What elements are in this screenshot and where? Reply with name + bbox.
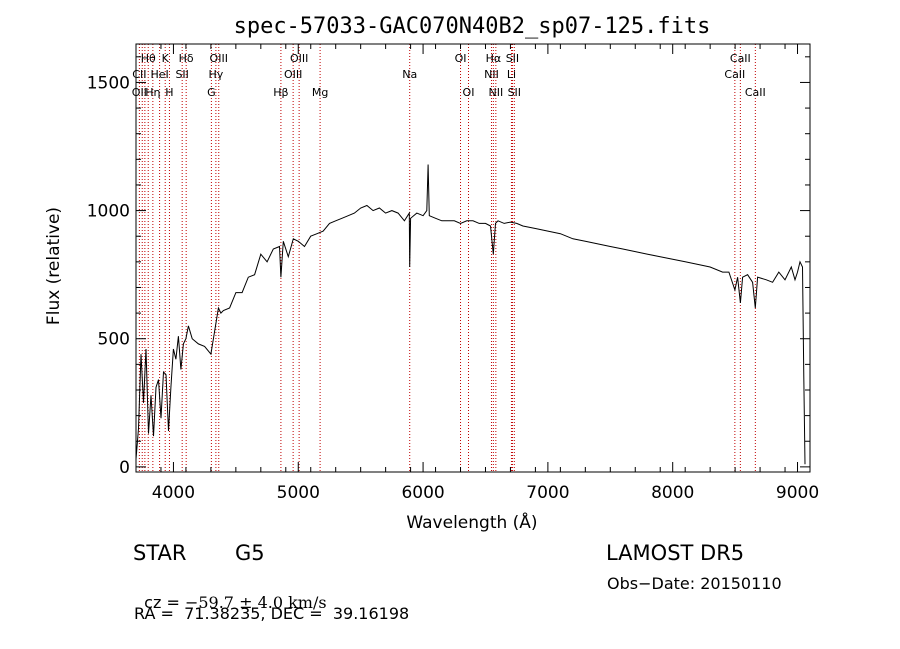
spectral-subclass: G5 (235, 541, 265, 565)
chart-title: spec-57033-GAC070N40B2_sp07-125.fits (234, 14, 711, 39)
line-label: Hγ (208, 68, 223, 81)
line-label: CaII (745, 86, 766, 99)
object-class: STAR (133, 541, 187, 565)
line-label: OIII (284, 68, 302, 81)
line-label: NII (484, 68, 499, 81)
line-label: K (162, 52, 170, 65)
line-label: CaII (724, 68, 745, 81)
line-label: Hβ (273, 86, 288, 99)
x-tick-label: 4000 (152, 483, 195, 503)
line-label: OIII (210, 52, 228, 65)
line-label: SII (506, 52, 519, 65)
y-tick-label: 1000 (87, 202, 130, 222)
line-label: Li (507, 68, 516, 81)
line-label: G (207, 86, 216, 99)
line-label: H (165, 86, 173, 99)
line-label: Na (402, 68, 417, 81)
line-label: Hα (486, 52, 502, 65)
observation-date: Obs−Date: 20150110 (607, 574, 782, 593)
line-label: SII (175, 68, 188, 81)
line-label: OIII (290, 52, 308, 65)
redshift-readout: cz = −59.7 ± 4.0 km/s (134, 574, 327, 612)
x-tick-label: 7000 (526, 483, 569, 503)
y-tick-label: 1500 (87, 73, 130, 93)
emission-line-markers (138, 44, 756, 472)
line-label: Hδ (179, 52, 194, 65)
line-label: CaII (730, 52, 751, 65)
cz-value: −59.7 ± 4.0 km/s (184, 593, 327, 612)
y-tick-label: 0 (119, 458, 130, 478)
line-label: CII (132, 68, 146, 81)
survey-name: LAMOST DR5 (606, 541, 745, 565)
y-axis-label: Flux (relative) (44, 207, 64, 325)
line-label: Hθ (141, 52, 156, 65)
line-label: OI (463, 86, 475, 99)
x-axis-label: Wavelength (Å) (406, 511, 537, 533)
x-tick-label: 6000 (401, 483, 444, 503)
line-label: NII (488, 86, 503, 99)
line-label: HeI (150, 68, 168, 81)
x-tick-label: 5000 (277, 483, 320, 503)
spectrum-line (135, 164, 806, 465)
line-label: SII (508, 86, 521, 99)
line-label: Hη (145, 86, 160, 99)
cz-prefix: cz = (144, 593, 185, 612)
y-tick-label: 500 (98, 330, 130, 350)
line-label: Mg (312, 86, 328, 99)
x-tick-label: 8000 (651, 483, 694, 503)
line-label: OI (455, 52, 467, 65)
plot-frame (135, 43, 811, 473)
axis-ticks: 4000 5000 6000 7000 8000 9000 0 500 1000 1500 (87, 44, 819, 503)
coordinates: RA = 71.38235, DEC = 39.16198 (134, 604, 410, 623)
x-tick-label: 9000 (776, 483, 819, 503)
emission-line-labels: Hθ K Hδ OIII OIII OI Hα SII CaII CII HeI SII Hγ OIII N… (132, 52, 766, 99)
